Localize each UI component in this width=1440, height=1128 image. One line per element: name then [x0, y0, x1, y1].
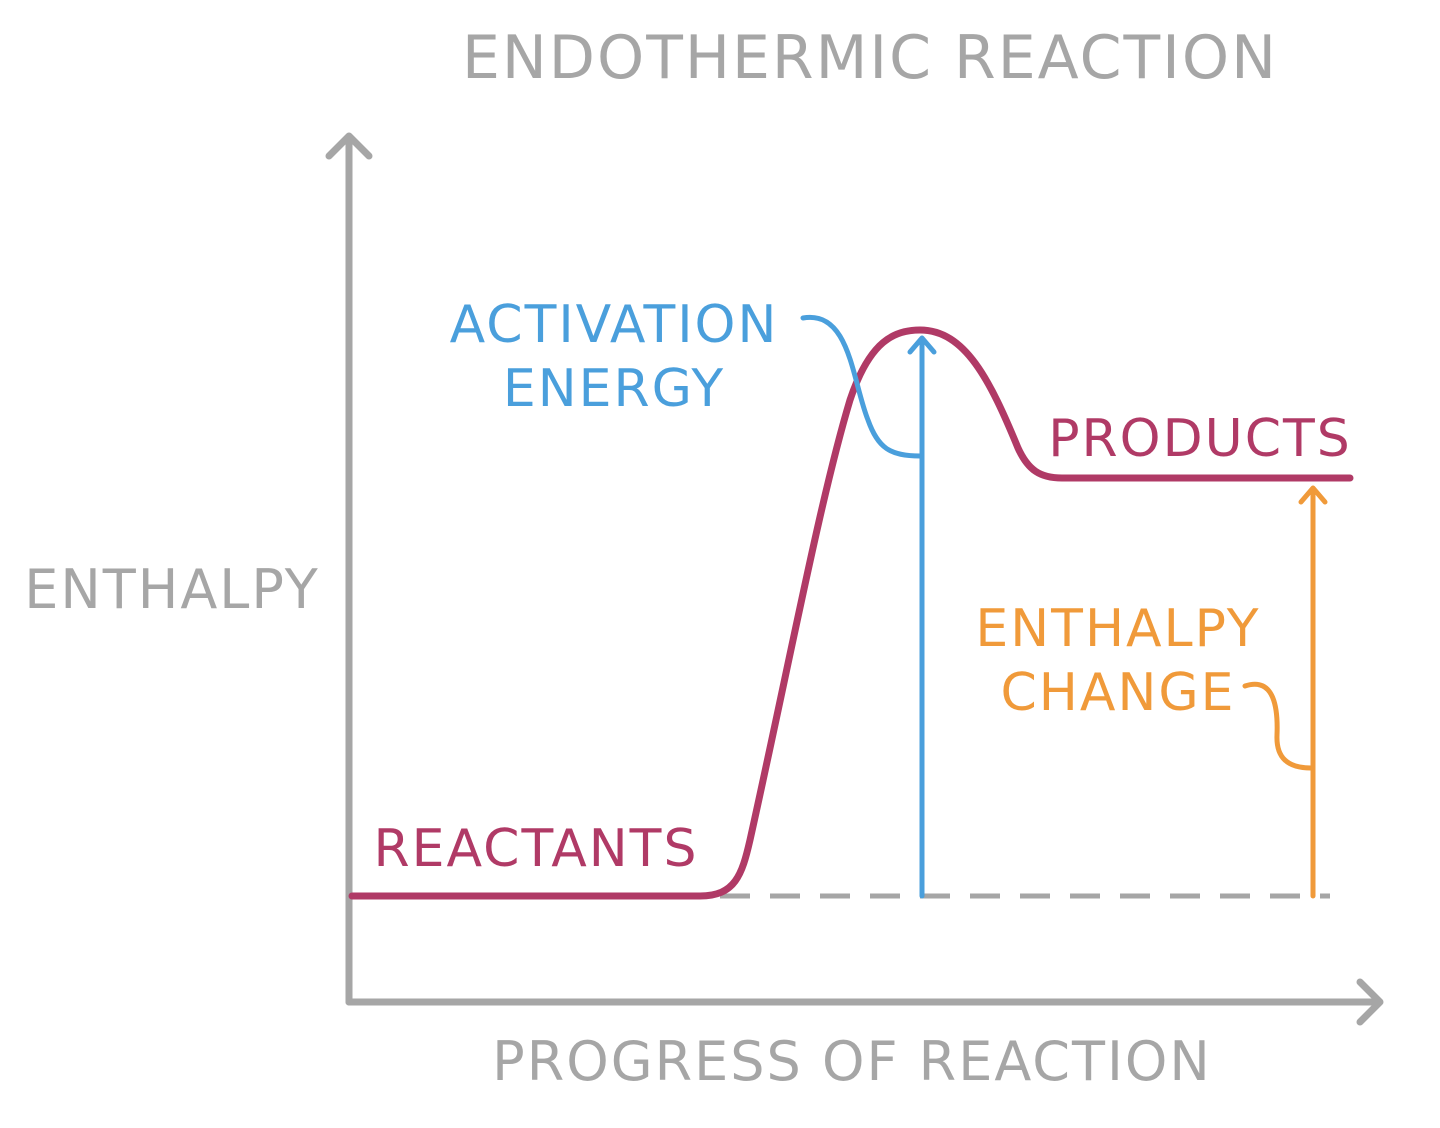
activation-energy-label-line-1: ACTIVATION [450, 295, 779, 355]
products-label: PRODUCTS [1048, 409, 1352, 469]
enthalpy-change-leader [1242, 681, 1314, 771]
activation-energy-label-line-2: ENERGY [503, 359, 725, 419]
activation-energy-leader [800, 314, 923, 459]
y-axis-label: ENTHALPY [24, 558, 320, 621]
activation-energy-arrow [907, 335, 937, 899]
enthalpy-change-arrow [1298, 485, 1328, 899]
diagram-title: ENDOTHERMIC REACTION [462, 23, 1278, 93]
enthalpy-change-label-line-1: ENTHALPY [975, 599, 1260, 659]
reactants-label: REACTANTS [374, 819, 699, 879]
y-axis-arrowhead [325, 132, 373, 160]
reaction-profile-curve [348, 326, 1354, 900]
x-axis [345, 978, 1384, 1026]
enthalpy-change-label-line-2: CHANGE [1000, 663, 1235, 723]
y-axis [325, 132, 373, 1006]
x-axis-arrowhead [1356, 978, 1384, 1026]
x-axis-label: PROGRESS OF REACTION [492, 1030, 1212, 1093]
